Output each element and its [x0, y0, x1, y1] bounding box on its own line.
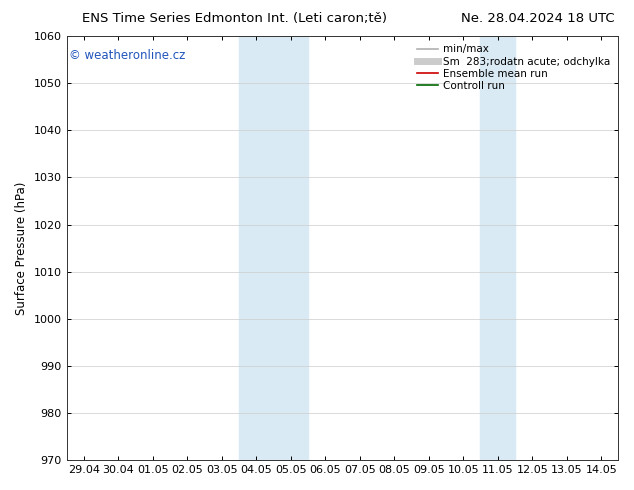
Text: Ne. 28.04.2024 18 UTC: Ne. 28.04.2024 18 UTC	[462, 12, 615, 25]
Y-axis label: Surface Pressure (hPa): Surface Pressure (hPa)	[15, 181, 28, 315]
Text: © weatheronline.cz: © weatheronline.cz	[69, 49, 186, 62]
Bar	[481, 36, 515, 460]
Text: ENS Time Series Edmonton Int. (Leti caron;tě): ENS Time Series Edmonton Int. (Leti caro…	[82, 12, 387, 25]
Legend: min/max, Sm  283;rodatn acute; odchylka, Ensemble mean run, Controll run: min/max, Sm 283;rodatn acute; odchylka, …	[414, 41, 613, 94]
Bar	[239, 36, 308, 460]
